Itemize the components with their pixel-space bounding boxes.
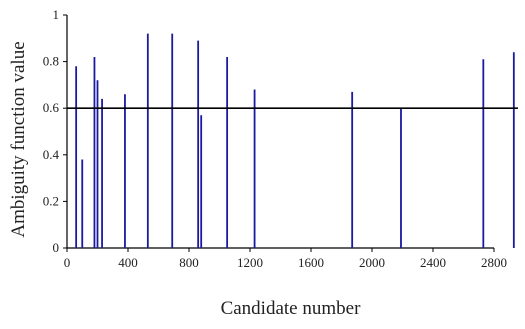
x-tick-label: 0 [64,255,71,270]
x-tick-label: 400 [118,255,138,270]
y-tick-label: 0.8 [43,54,59,69]
plot-area: 0 0.2 0.4 0.6 0.8 1 0 400 800 1200 1600 2000 2400 280… [43,7,518,270]
y-tick-label: 1 [53,7,60,22]
x-tick-label: 2800 [481,255,507,270]
y-tick-label: 0.6 [43,100,60,115]
y-tick-label: 0.2 [43,193,59,208]
x-axis-title: Candidate number [221,298,361,319]
x-tick-label: 2400 [420,255,446,270]
y-axis-title: Ambiguity function value [8,41,29,237]
x-tick-label: 1600 [298,255,324,270]
x-tick-label: 2000 [359,255,385,270]
y-tick-label: 0 [53,240,60,255]
x-tick-label: 800 [179,255,199,270]
x-tick-label: 1200 [237,255,263,270]
y-tick-label: 0.4 [43,147,60,162]
